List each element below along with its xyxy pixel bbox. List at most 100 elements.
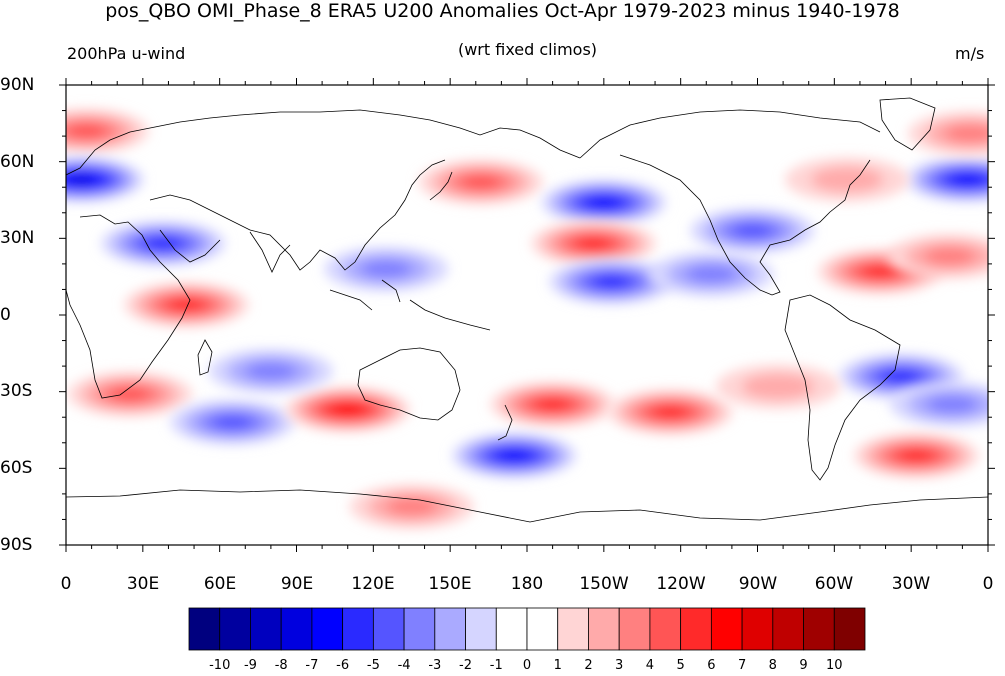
- anomaly-contour: [461, 175, 501, 190]
- colorbar-label: -3: [428, 658, 442, 673]
- anomaly-blob: [101, 221, 226, 266]
- anomaly-contour: [536, 398, 569, 411]
- colorbar-swatch: [618, 607, 651, 651]
- colorbar-swatch: [465, 607, 497, 651]
- anomaly-blob: [905, 157, 988, 202]
- anomaly-blob: [208, 349, 333, 394]
- lon-label-150e: 150E: [428, 574, 472, 594]
- anomaly-contour: [360, 259, 412, 279]
- anomaly-blob: [285, 387, 410, 432]
- colorbar-swatch: [434, 607, 466, 651]
- anomaly-contour: [953, 174, 982, 185]
- lat-label-30s: 30S: [0, 381, 33, 401]
- colorbar-swatch: [803, 607, 835, 651]
- lon-label-60e: 60E: [203, 574, 237, 594]
- colorbar-label: 0: [522, 658, 532, 673]
- colorbar-label: -6: [336, 658, 350, 673]
- anomaly-contour: [732, 223, 773, 238]
- colorbar-swatch: [403, 607, 436, 651]
- colorbar-swatch: [495, 607, 528, 651]
- anomaly-contour: [69, 175, 94, 184]
- colorbar-swatch: [588, 607, 620, 651]
- anomaly-blob: [854, 433, 979, 478]
- colorbar-label: -10: [209, 658, 231, 673]
- lon-label-0-east: 0: [982, 574, 994, 594]
- anomaly-contour: [685, 265, 737, 284]
- colorbar-label: -4: [397, 658, 411, 673]
- anomaly-blob: [66, 109, 149, 153]
- colorbar-label: 10: [825, 658, 843, 673]
- colorbar-swatch: [526, 607, 559, 651]
- anomaly-blob: [452, 433, 577, 478]
- colorbar-swatch: [250, 607, 282, 651]
- lat-label-60n: 60N: [0, 152, 35, 172]
- anomaly-blob: [887, 234, 988, 279]
- colorbar-label: -5: [366, 658, 380, 673]
- anomaly-blob: [908, 111, 988, 156]
- lon-label-120w: 120W: [656, 574, 706, 594]
- colorbar-label: 5: [676, 658, 685, 673]
- axis-ticks: [59, 78, 995, 552]
- units-label: m/s: [955, 44, 985, 63]
- colorbar-swatch: [557, 607, 589, 651]
- colorbar-label: 1: [553, 658, 562, 673]
- anomaly-blob: [690, 208, 815, 253]
- colorbar-swatch: [741, 607, 774, 651]
- anomaly-contour: [864, 265, 897, 278]
- anomaly-blob: [531, 221, 656, 266]
- anomaly-blob: [785, 157, 910, 202]
- colorbar-swatch: [772, 607, 804, 651]
- colorbar-swatch: [372, 607, 405, 651]
- anomaly-contour: [245, 362, 297, 381]
- colorbar-label: 2: [584, 658, 593, 673]
- lon-label-0: 0: [60, 574, 72, 594]
- colorbar-label: 4: [645, 658, 655, 673]
- colorbar-label: -7: [305, 658, 319, 673]
- colorbar-label: -8: [274, 658, 288, 673]
- colorbar-swatch: [311, 607, 344, 651]
- colorbar-swatch: [342, 607, 374, 651]
- anomaly-blob: [324, 247, 449, 291]
- anomaly-blob: [490, 382, 615, 427]
- anomaly-contour: [900, 449, 933, 462]
- colorbar-label: 6: [707, 658, 716, 673]
- lat-label-60s: 60S: [0, 458, 33, 478]
- lon-label-90w: 90W: [738, 574, 778, 594]
- anomaly-blob: [66, 157, 144, 202]
- anomaly-contour: [654, 406, 687, 418]
- anomaly-contour: [170, 299, 203, 311]
- anomaly-contour: [66, 124, 107, 138]
- anomaly-contour: [595, 276, 628, 288]
- anomaly-contour: [386, 497, 438, 516]
- anomaly-blob: [715, 364, 840, 409]
- lon-label-30w: 30W: [891, 574, 931, 594]
- anomaly-blob: [418, 160, 543, 205]
- lon-label-60w: 60W: [814, 574, 854, 594]
- anomaly-blob: [349, 484, 474, 529]
- anomaly-contour: [110, 387, 150, 402]
- lat-label-equator: 0: [0, 305, 11, 325]
- colorbar-label: -2: [459, 658, 473, 673]
- anomaly-blob: [649, 252, 774, 297]
- colorbar-label: -9: [243, 658, 257, 673]
- colorbar-swatch: [280, 607, 313, 651]
- colorbar-swatch: [710, 607, 743, 651]
- variable-label: 200hPa u-wind: [67, 44, 186, 63]
- colorbar-label: 8: [768, 658, 777, 673]
- colorbar-label: 7: [737, 658, 747, 673]
- lon-label-120e: 120E: [351, 574, 395, 594]
- anomaly-blob: [68, 372, 193, 417]
- colorbar-swatch: [188, 607, 221, 651]
- lat-label-90s: 90S: [0, 535, 33, 555]
- lon-label-90e: 90E: [280, 574, 314, 594]
- reference-label: (wrt fixed climos): [457, 40, 598, 59]
- anomaly-contour: [926, 395, 978, 414]
- anomaly-contour: [577, 237, 610, 250]
- anomaly-contour: [884, 370, 917, 383]
- colorbar-label: 9: [799, 658, 808, 673]
- anomaly-contour: [924, 247, 976, 266]
- anomaly-contour: [741, 373, 815, 400]
- anomaly-contour: [500, 450, 528, 461]
- colorbar-swatch: [680, 607, 712, 651]
